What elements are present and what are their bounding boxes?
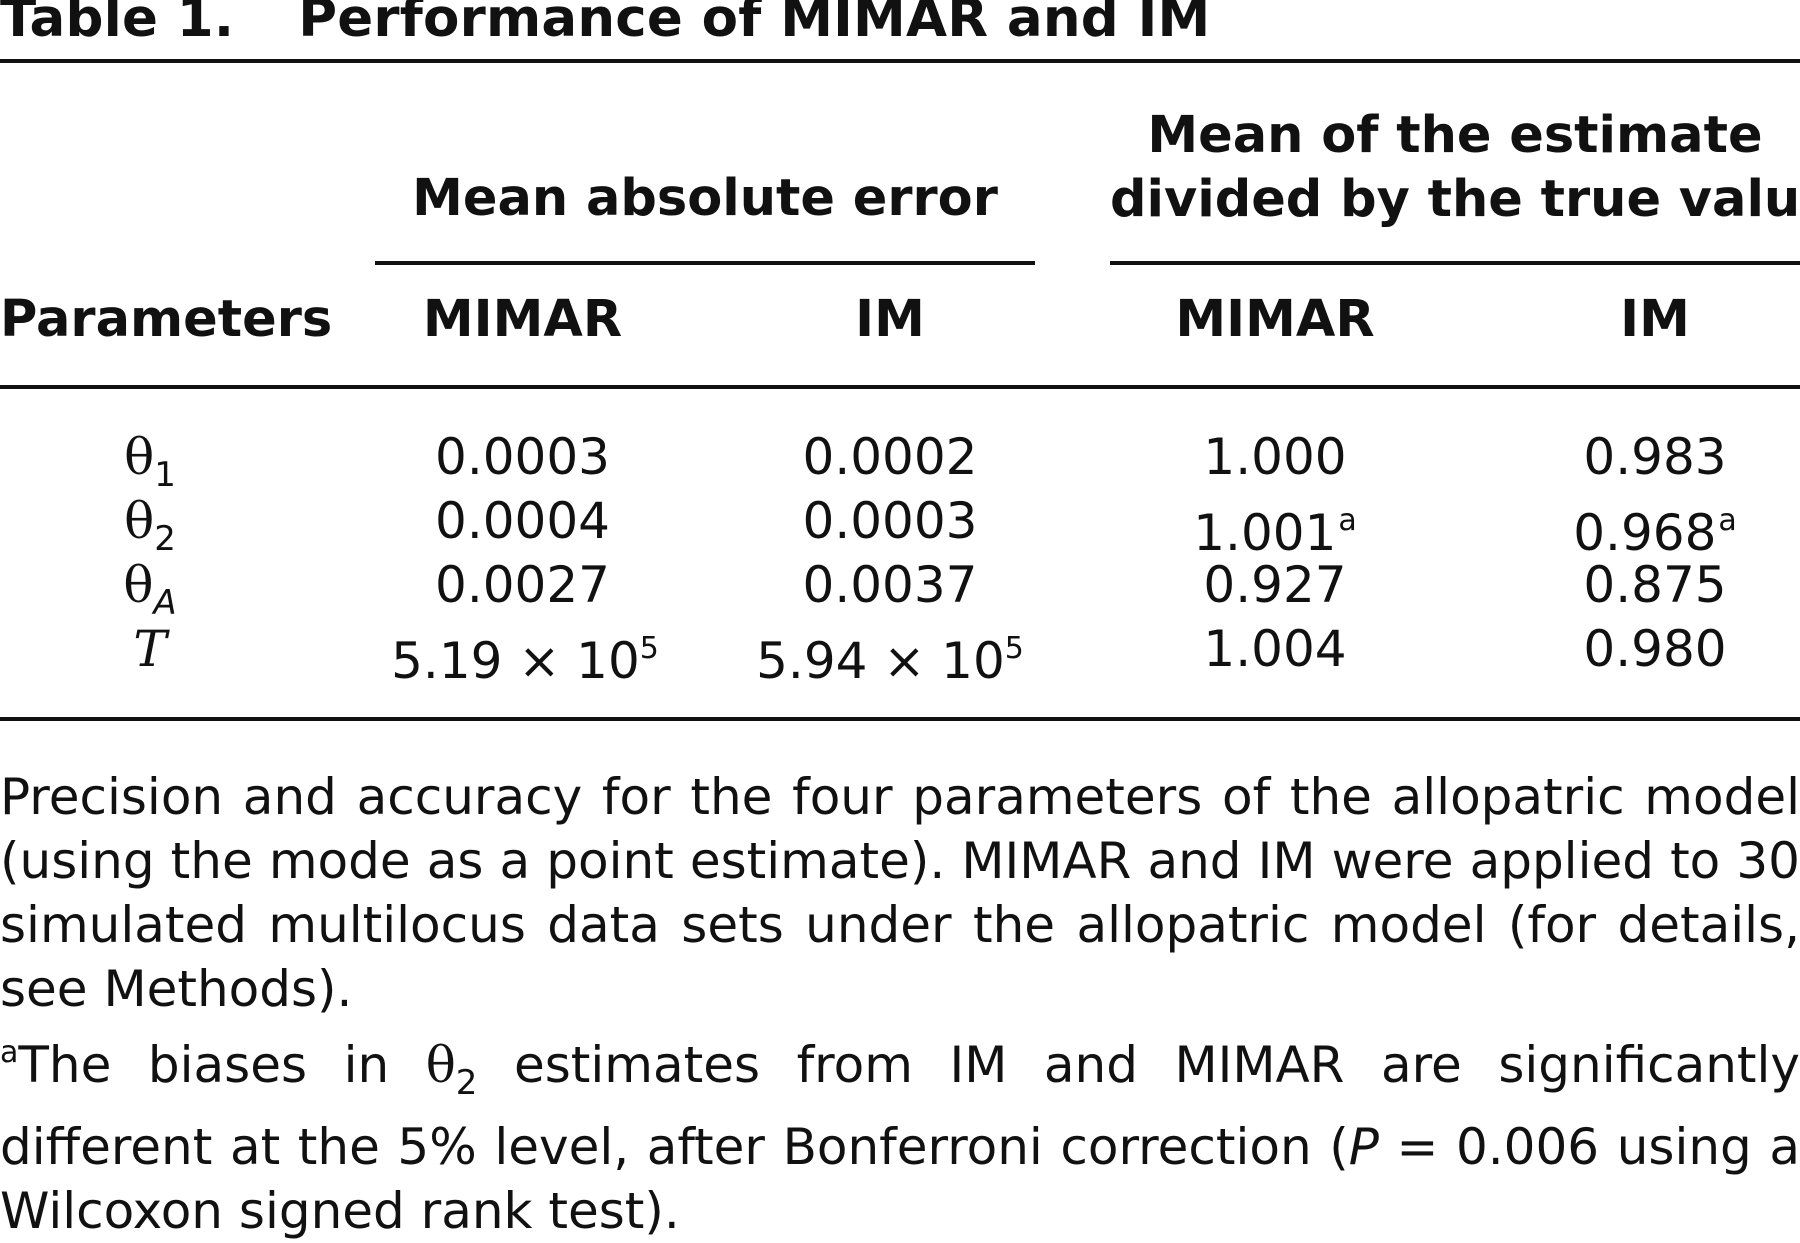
column-header-mae-im: IM: [855, 290, 925, 349]
cell-ratio-im: 0.968a: [1573, 503, 1737, 562]
cell-mae-im: 5.94 × 105: [756, 631, 1024, 690]
param-t: T: [133, 620, 167, 678]
cell-ratio-mimar: 0.927: [1203, 556, 1347, 614]
column-header-ratio-im: IM: [1620, 290, 1690, 349]
bottom-rule: [0, 717, 1800, 721]
cell-ratio-im: 0.983: [1583, 428, 1727, 486]
group-header-mean-absolute-error: Mean absolute error: [412, 169, 998, 228]
cell-ratio-im: 0.875: [1583, 556, 1727, 614]
cell-mae-mimar: 0.0004: [435, 492, 610, 550]
cell-mae-im: 0.0037: [802, 556, 978, 614]
footnote-marker: a: [1718, 503, 1737, 538]
column-header-ratio-mimar: MIMAR: [1175, 290, 1375, 349]
cell-mae-mimar: 5.19 × 105: [391, 631, 659, 690]
cell-mae-mimar: 0.0027: [435, 556, 610, 614]
table-title: Table 1. Performance of MIMAR and IM: [0, 0, 1210, 49]
param-theta1: θ1: [124, 428, 176, 495]
group-underline-ratio: [1110, 261, 1800, 265]
top-rule: [0, 59, 1800, 63]
param-theta-a: θA: [123, 556, 177, 623]
header-rule: [0, 385, 1800, 389]
table-label: Table 1.: [0, 0, 235, 49]
column-header-parameters: Parameters: [0, 290, 333, 349]
table-footnote: aThe biases in θ2 estimates from IM and …: [0, 1035, 1800, 1240]
cell-ratio-mimar: 1.000: [1203, 428, 1347, 486]
footnote-marker: a: [0, 1035, 19, 1070]
cell-mae-im: 0.0002: [802, 428, 978, 486]
cell-ratio-mimar: 1.004: [1203, 620, 1347, 678]
table-row: θA 0.0027 0.0037 0.927 0.875: [0, 553, 1800, 623]
table-row: θ1 0.0003 0.0002 1.000 0.983: [0, 425, 1800, 495]
footnote-marker: a: [1338, 503, 1357, 538]
param-theta2: θ2: [124, 492, 176, 559]
cell-ratio-mimar: 1.001a: [1193, 503, 1357, 562]
group-header-ratio-line1: Mean of the estimate: [1147, 106, 1763, 165]
table-row: θ2 0.0004 0.0003 1.001a 0.968a: [0, 489, 1800, 562]
table-caption: Precision and accuracy for the four para…: [0, 768, 1800, 1018]
cell-mae-mimar: 0.0003: [435, 428, 610, 486]
cell-mae-im: 0.0003: [802, 492, 978, 550]
table-title-text: Performance of MIMAR and IM: [298, 0, 1211, 49]
group-underline-mae: [375, 261, 1035, 265]
footnote-theta: θ2: [425, 1036, 478, 1103]
cell-ratio-im: 0.980: [1583, 620, 1727, 678]
group-header-ratio-line2: divided by the true value: [1110, 170, 1800, 229]
table-row: T 5.19 × 105 5.94 × 105 1.004 0.980: [0, 617, 1800, 690]
group-header-estimate-ratio: Mean of the estimate divided by the true…: [1110, 104, 1800, 232]
column-header-mae-mimar: MIMAR: [422, 290, 623, 349]
